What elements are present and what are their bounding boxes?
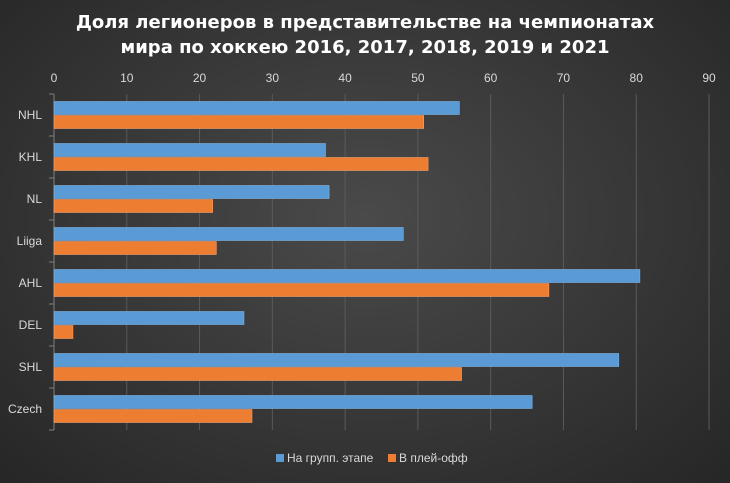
bar-group-stage bbox=[53, 311, 245, 325]
bar-playoff bbox=[53, 199, 213, 213]
bar-group-stage bbox=[53, 101, 460, 115]
bar-playoff bbox=[53, 409, 253, 423]
x-tick-label: 0 bbox=[51, 71, 58, 85]
legend-swatch-playoff bbox=[388, 454, 396, 462]
x-tick-label: 70 bbox=[557, 71, 571, 85]
bar-playoff bbox=[53, 241, 217, 255]
y-tick-label: NHL bbox=[18, 108, 42, 122]
legend-swatch-group-stage bbox=[276, 454, 284, 462]
bar-group-stage bbox=[53, 353, 620, 367]
bar-playoff bbox=[53, 367, 462, 381]
x-tick-label: 20 bbox=[193, 71, 207, 85]
chart-title: Доля легионеров в представительстве на ч… bbox=[0, 10, 730, 60]
bar-group-stage bbox=[53, 143, 326, 157]
x-tick-label: 60 bbox=[484, 71, 498, 85]
x-tick-label: 50 bbox=[411, 71, 425, 85]
chart-title-line-1: Доля легионеров в представительстве на ч… bbox=[75, 12, 655, 33]
legend-label-playoff: В плей-офф bbox=[399, 451, 468, 465]
bar-playoff bbox=[53, 115, 425, 129]
y-tick-label: NL bbox=[27, 192, 43, 206]
y-tick-label: Liiga bbox=[17, 234, 43, 248]
bar-playoff bbox=[53, 283, 550, 297]
y-tick-label: KHL bbox=[19, 150, 43, 164]
x-tick-label: 80 bbox=[630, 71, 644, 85]
bar-playoff bbox=[53, 325, 74, 339]
bar-group-stage bbox=[53, 185, 330, 199]
y-tick-label: Czech bbox=[8, 402, 42, 416]
bar-group-stage bbox=[53, 227, 404, 241]
x-tick-label: 40 bbox=[338, 71, 352, 85]
legend-label-group-stage: На групп. этапе bbox=[287, 451, 374, 465]
y-tick-label: SHL bbox=[19, 360, 43, 374]
x-tick-label: 10 bbox=[120, 71, 134, 85]
bar-playoff bbox=[53, 157, 429, 171]
x-tick-label: 30 bbox=[266, 71, 280, 85]
bar-group-stage bbox=[53, 269, 641, 283]
x-tick-label: 90 bbox=[702, 71, 716, 85]
chart-title-line-2: мира по хоккею 2016, 2017, 2018, 2019 и … bbox=[120, 37, 610, 58]
y-tick-label: DEL bbox=[19, 318, 43, 332]
y-tick-label: AHL bbox=[19, 276, 43, 290]
bar-group-stage bbox=[53, 395, 533, 409]
